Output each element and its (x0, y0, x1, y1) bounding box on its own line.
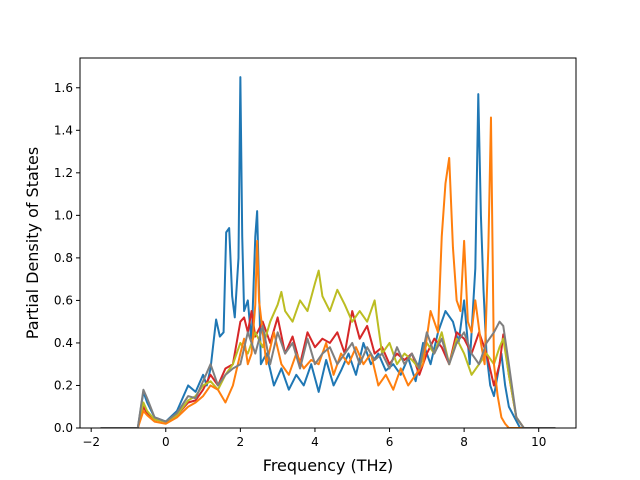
y-tick-label: 0.6 (54, 293, 73, 307)
series-line-3 (100, 269, 556, 428)
x-tick-label: 2 (237, 435, 245, 449)
x-tick-label: 8 (460, 435, 468, 449)
y-tick-label: 1.6 (54, 81, 73, 95)
x-axis: −2 0 2 4 6 8 10 (82, 428, 546, 449)
x-tick-label: 6 (386, 435, 394, 449)
x-tick-label: 4 (311, 435, 319, 449)
x-tick-label: 0 (162, 435, 170, 449)
series-line-1 (100, 76, 556, 428)
x-tick-label: 10 (531, 435, 546, 449)
y-tick-label: 0.8 (54, 251, 73, 265)
y-axis-title: Partial Density of States (23, 147, 42, 339)
x-axis-title: Frequency (THz) (263, 456, 393, 475)
series-line-4 (100, 116, 556, 428)
plot-frame (79, 57, 577, 429)
y-tick-label: 1.0 (54, 208, 73, 222)
series-line-5 (100, 320, 556, 428)
plot-area (100, 76, 556, 428)
y-tick-label: 0.0 (54, 421, 73, 435)
y-tick-label: 1.2 (54, 166, 73, 180)
y-tick-label: 0.2 (54, 378, 73, 392)
y-tick-label: 1.4 (54, 123, 73, 137)
y-axis: 0.0 0.2 0.4 0.6 0.8 1.0 1.2 1.4 1.6 (54, 81, 80, 435)
y-tick-label: 0.4 (54, 336, 73, 350)
x-tick-label: −2 (82, 435, 100, 449)
